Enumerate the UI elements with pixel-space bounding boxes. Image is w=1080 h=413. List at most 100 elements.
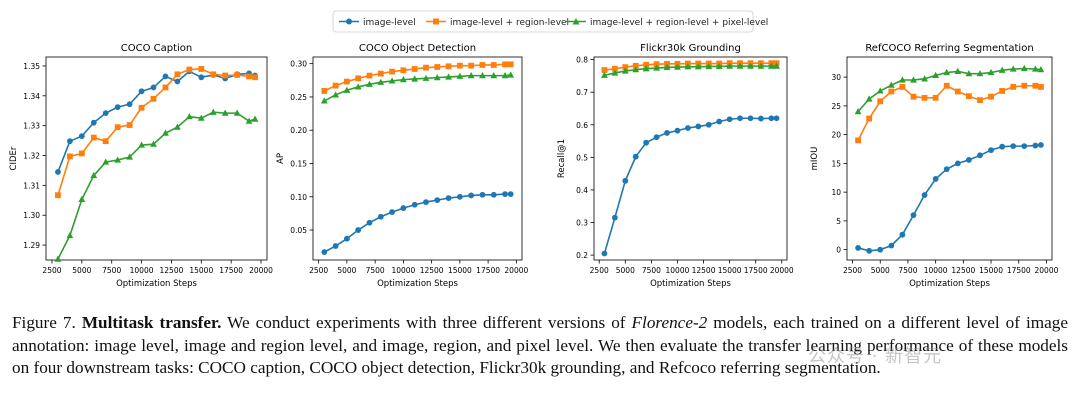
- x-tick-label: 5000: [337, 266, 356, 275]
- data-point: [234, 72, 241, 78]
- data-point: [138, 104, 145, 111]
- chart-coco-caption: COCO Caption 2500 5000 7500 10000 12500 15000 1…: [9, 43, 273, 289]
- data-point: [102, 138, 109, 145]
- data-point: [55, 192, 61, 199]
- data-point: [445, 195, 452, 202]
- data-point: [674, 63, 681, 70]
- data-point: [632, 66, 640, 73]
- data-point: [887, 81, 895, 88]
- data-point: [501, 72, 509, 79]
- data-point: [162, 129, 169, 136]
- x-tick-label: 15000: [189, 266, 213, 275]
- data-point: [601, 250, 608, 257]
- data-point: [694, 63, 702, 70]
- y-tick-label: 15: [831, 159, 841, 168]
- legend-marker-image-level: [346, 18, 352, 25]
- y-axis-label: CIDEr: [9, 146, 19, 170]
- data-point: [910, 93, 917, 100]
- data-point: [186, 66, 193, 73]
- data-point: [877, 98, 884, 105]
- data-point: [601, 71, 608, 78]
- data-point: [726, 62, 734, 69]
- data-point: [1021, 82, 1028, 89]
- data-point: [855, 245, 861, 251]
- data-point: [434, 64, 441, 70]
- data-point: [695, 123, 702, 130]
- data-point: [423, 64, 429, 71]
- data-point: [999, 88, 1006, 94]
- data-point: [377, 213, 384, 220]
- data-point: [332, 243, 339, 249]
- caption-bold-title: Multitask transfer.: [81, 313, 222, 332]
- data-point: [433, 74, 441, 81]
- data-point: [343, 78, 350, 85]
- data-point: [705, 62, 713, 70]
- x-tick-label: 17500: [1007, 266, 1031, 275]
- y-tick-label: 0: [836, 246, 841, 255]
- data-point: [445, 63, 452, 70]
- y-tick-label: 0.15: [290, 159, 307, 168]
- y-tick-label: 5: [836, 217, 841, 226]
- x-tick-label: 5000: [72, 266, 91, 275]
- data-point: [1032, 82, 1039, 89]
- data-point: [377, 78, 385, 85]
- data-point: [78, 133, 85, 140]
- data-point: [343, 235, 350, 242]
- data-point: [502, 191, 508, 198]
- x-tick-label: 2500: [843, 266, 862, 275]
- x-tick-label: 20000: [770, 266, 794, 275]
- data-point: [998, 66, 1006, 73]
- data-point: [198, 74, 205, 81]
- plot-frame: [846, 56, 1053, 261]
- data-point: [736, 62, 744, 69]
- chart-title: Flickr30k Grounding: [640, 43, 741, 54]
- data-point: [252, 74, 258, 81]
- series-line-image-level-region-level: [57, 68, 256, 196]
- data-point: [174, 123, 181, 130]
- y-tick-label: 0.20: [290, 126, 307, 135]
- caption-text-2: models, each trained on a different leve…: [12, 313, 1069, 377]
- data-point: [921, 192, 928, 198]
- x-tick-label: 17500: [476, 266, 500, 275]
- y-axis-label: AP: [276, 153, 286, 164]
- data-point: [757, 62, 765, 69]
- x-tick-label: 2500: [309, 266, 328, 275]
- x-tick-label: 7500: [898, 266, 917, 275]
- series-line-image-level: [323, 193, 511, 253]
- data-point: [210, 71, 217, 78]
- data-point: [126, 153, 134, 160]
- data-point: [726, 116, 733, 123]
- data-point: [150, 95, 157, 102]
- legend-marker-pixel: [572, 18, 580, 25]
- data-point: [1021, 143, 1028, 150]
- data-point: [343, 86, 351, 93]
- x-tick-label: 10000: [391, 266, 415, 275]
- data-point: [434, 197, 441, 203]
- series-line-image-level: [857, 144, 1042, 252]
- data-point: [138, 88, 145, 95]
- y-tick-label: 1.32: [23, 152, 40, 161]
- data-point: [716, 118, 723, 125]
- data-point: [1038, 142, 1044, 148]
- data-point: [468, 192, 475, 199]
- x-tick-label: 10000: [924, 266, 948, 275]
- x-axis-label: Optimization Steps: [377, 279, 458, 289]
- data-point: [126, 122, 133, 128]
- data-point: [507, 191, 514, 198]
- x-tick-label: 7500: [366, 266, 385, 275]
- figure-label: Figure 7.: [12, 313, 76, 332]
- data-point: [674, 127, 681, 134]
- data-point: [773, 62, 780, 69]
- data-point: [876, 87, 884, 94]
- plot-frame: [593, 56, 788, 261]
- data-point: [221, 109, 229, 116]
- data-point: [888, 242, 895, 249]
- data-point: [622, 177, 629, 184]
- data-point: [507, 71, 515, 78]
- y-tick-label: 0.7: [576, 88, 588, 97]
- data-point: [400, 205, 407, 211]
- data-point: [1009, 65, 1017, 72]
- y-tick-label: 0.2: [576, 251, 588, 260]
- data-point: [877, 246, 884, 253]
- data-point: [332, 82, 339, 89]
